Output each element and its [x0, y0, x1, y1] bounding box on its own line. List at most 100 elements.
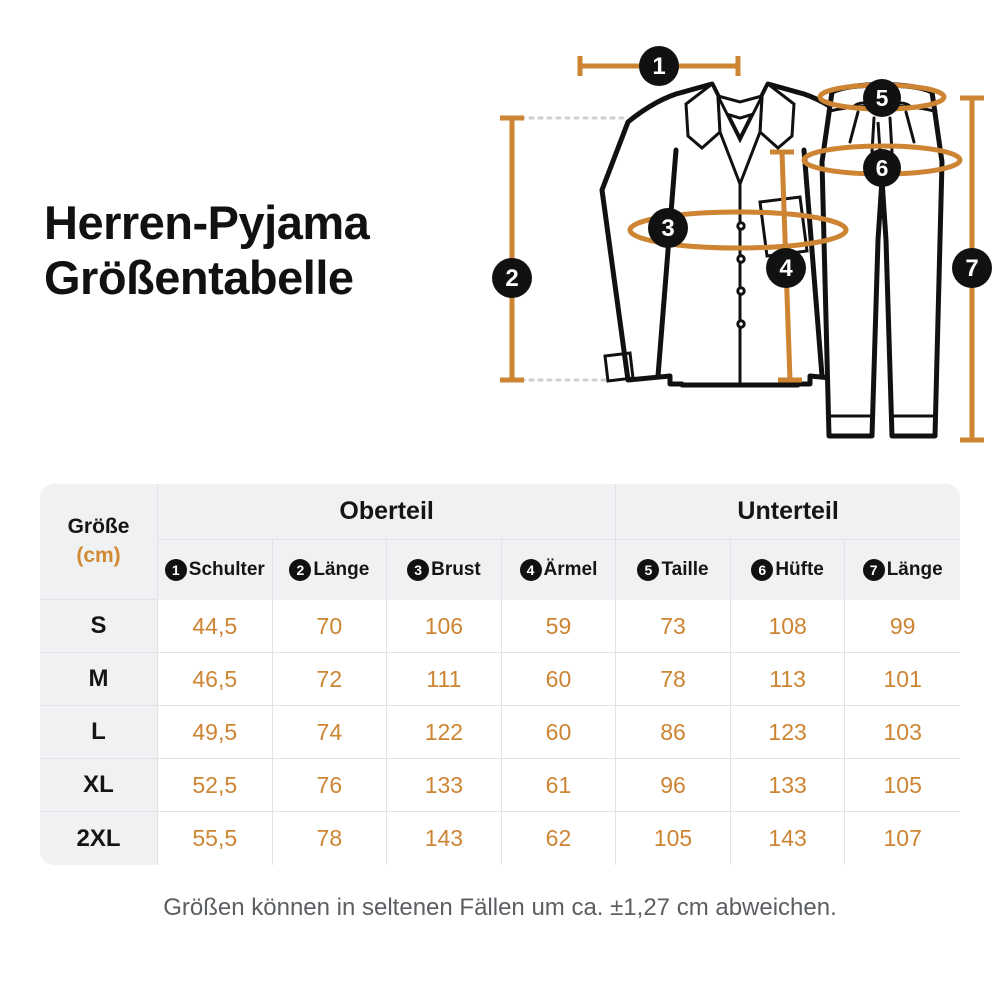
- size-deviation-note: Größen können in seltenen Fällen um ca. …: [163, 894, 837, 921]
- cell-l-aermel: 60: [501, 706, 617, 759]
- column-label-brust: Brust: [431, 558, 481, 580]
- cell-s-laenge-top: 70: [272, 600, 388, 653]
- size-label-l: L: [40, 706, 158, 759]
- cell-xl-schulter: 52,5: [158, 759, 273, 812]
- cell-2xl-huefte: 143: [730, 812, 846, 865]
- table-head: Größe (cm) Oberteil Unterteil 1 Schulter …: [40, 484, 960, 600]
- cell-l-laenge-top: 74: [272, 706, 388, 759]
- guide-lines: [510, 116, 630, 382]
- cell-2xl-aermel: 62: [501, 812, 617, 865]
- column-header-aermel: 4 Ärmel: [501, 540, 617, 600]
- cell-xl-brust: 133: [387, 759, 502, 812]
- shirt-collar: [684, 81, 796, 189]
- cell-xl-laenge-top: 76: [272, 759, 388, 812]
- size-label-s: S: [40, 600, 158, 653]
- shirt-buttons: [736, 221, 746, 329]
- column-label-laenge-top: Länge: [313, 558, 370, 580]
- column-header-laenge-top: 2 Länge: [272, 540, 388, 600]
- column-label-schulter: Schulter: [188, 558, 265, 580]
- cell-xl-taille: 96: [616, 759, 731, 812]
- cell-2xl-taille: 105: [616, 812, 731, 865]
- art-badge-5: 5: [863, 79, 901, 117]
- cell-xl-aermel: 61: [501, 759, 617, 812]
- art-badge-4: 4: [766, 248, 806, 288]
- cell-s-schulter: 44,5: [158, 600, 273, 653]
- table-row: L 49,5 74 122 60 86 123 103: [40, 706, 960, 759]
- art-badge-2: 2: [492, 258, 532, 298]
- column-label-taille: Taille: [661, 558, 709, 580]
- badge-2-icon: 2: [289, 558, 312, 581]
- table-row: 2XL 55,5 78 143 62 105 143 107: [40, 812, 960, 865]
- badge-6-icon: 6: [751, 558, 774, 581]
- badge-4-icon: 4: [519, 558, 542, 581]
- column-header-huefte: 6 Hüfte: [730, 540, 846, 600]
- cell-2xl-brust: 143: [387, 812, 502, 865]
- svg-text:3: 3: [661, 215, 674, 242]
- badge-5-icon: 5: [637, 558, 660, 581]
- size-table: Größe (cm) Oberteil Unterteil 1 Schulter …: [40, 484, 960, 865]
- column-header-taille: 5 Taille: [616, 540, 731, 600]
- column-header-brust: 3 Brust: [387, 540, 502, 600]
- shirt-seams: [655, 147, 825, 379]
- art-badge-7: 7: [952, 248, 992, 288]
- cell-l-schulter: 49,5: [158, 706, 273, 759]
- badge-7-icon: 7: [862, 558, 885, 581]
- cell-xl-laenge-bottom: 105: [845, 759, 960, 812]
- svg-text:7: 7: [965, 255, 978, 282]
- page-title: Herren-Pyjama Größentabelle: [44, 196, 504, 305]
- badge-3-icon: 3: [407, 558, 430, 581]
- table-row: M 46,5 72 111 60 78 113 101: [40, 653, 960, 706]
- size-label-m: M: [40, 653, 158, 706]
- art-badge-6: 6: [863, 149, 901, 187]
- group-header-oberteil: Oberteil: [158, 484, 617, 540]
- cell-2xl-schulter: 55,5: [158, 812, 273, 865]
- size-header-unit: (cm): [76, 543, 121, 567]
- measure-line-2: [500, 115, 524, 383]
- cell-l-taille: 86: [616, 706, 731, 759]
- size-label-2xl: 2XL: [40, 812, 158, 865]
- group-header-row: Größe (cm) Oberteil Unterteil: [40, 484, 960, 600]
- size-column-header: Größe (cm): [40, 484, 158, 600]
- column-label-huefte: Hüfte: [775, 558, 824, 580]
- size-table-container: Größe (cm) Oberteil Unterteil 1 Schulter …: [40, 484, 960, 865]
- measure-band-3: [627, 209, 849, 251]
- cell-s-laenge-bottom: 99: [845, 600, 960, 653]
- cell-m-taille: 78: [616, 653, 731, 706]
- garment-illustration: 1 2 3 4 5 6 7: [480, 40, 1000, 490]
- svg-text:4: 4: [779, 255, 793, 282]
- table-row: S 44,5 70 106 59 73 108 99: [40, 600, 960, 653]
- svg-text:5: 5: [876, 85, 889, 111]
- column-header-laenge-bottom: 7 Länge: [845, 540, 960, 600]
- group-header-unterteil: Unterteil: [616, 484, 960, 540]
- column-header-row: 1 Schulter 2 Länge 3 Brust 4 Ärmel 5 Taille: [40, 540, 960, 600]
- cell-m-laenge-top: 72: [272, 653, 388, 706]
- svg-text:1: 1: [652, 53, 665, 80]
- cell-2xl-laenge-top: 78: [272, 812, 388, 865]
- size-header-label: Größe: [67, 515, 130, 539]
- column-header-schulter: 1 Schulter: [158, 540, 273, 600]
- cell-s-taille: 73: [616, 600, 731, 653]
- cell-s-brust: 106: [387, 600, 502, 653]
- cell-xl-huefte: 133: [730, 759, 846, 812]
- svg-text:2: 2: [505, 265, 518, 292]
- cell-m-laenge-bottom: 101: [845, 653, 960, 706]
- cell-s-aermel: 59: [501, 600, 617, 653]
- column-label-aermel: Ärmel: [543, 558, 598, 580]
- cell-l-laenge-bottom: 103: [845, 706, 960, 759]
- size-label-xl: XL: [40, 759, 158, 812]
- cell-m-aermel: 60: [501, 653, 617, 706]
- column-label-laenge-bottom: Länge: [886, 558, 943, 580]
- cell-m-huefte: 113: [730, 653, 846, 706]
- badge-1-icon: 1: [164, 558, 187, 581]
- cell-m-brust: 111: [387, 653, 502, 706]
- pyjama-pants-drawing: [819, 82, 945, 439]
- cell-l-huefte: 123: [730, 706, 846, 759]
- cell-l-brust: 122: [387, 706, 502, 759]
- svg-text:6: 6: [876, 155, 889, 181]
- art-badge-1: 1: [639, 46, 679, 86]
- table-row: XL 52,5 76 133 61 96 133 105: [40, 759, 960, 812]
- art-badge-3: 3: [648, 208, 688, 248]
- title-line-1: Herren-Pyjama: [44, 196, 370, 249]
- table-body: S 44,5 70 106 59 73 108 99 M 46,5 72 111…: [40, 600, 960, 865]
